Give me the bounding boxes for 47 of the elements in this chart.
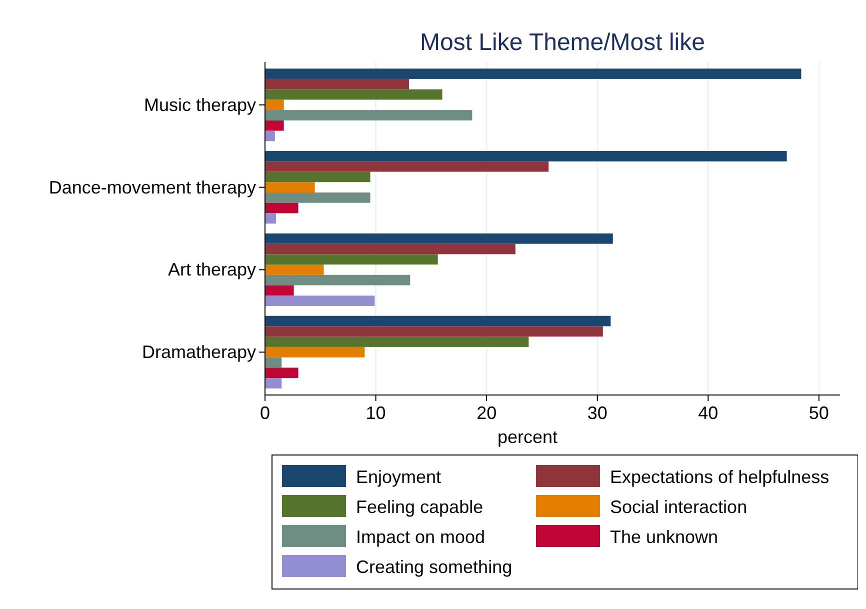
legend-label: The unknown xyxy=(610,527,718,547)
bar xyxy=(265,100,284,110)
y-tick-label: Dance-movement therapy xyxy=(48,177,256,198)
x-tick-label: 20 xyxy=(476,403,497,423)
bar xyxy=(265,296,375,306)
bar xyxy=(265,357,282,368)
bar xyxy=(265,78,410,90)
bar xyxy=(265,264,324,275)
x-tick-label: 10 xyxy=(366,403,386,423)
x-axis-title: percent xyxy=(497,427,558,447)
bar xyxy=(265,161,549,172)
x-tick-label: 0 xyxy=(260,403,270,423)
bar xyxy=(265,233,613,244)
bar xyxy=(265,316,611,326)
bar xyxy=(265,120,284,131)
bar xyxy=(265,192,370,203)
bar xyxy=(265,244,516,254)
bar xyxy=(265,89,442,100)
legend-label: Expectations of helpfulness xyxy=(610,467,830,487)
legend-label: Enjoyment xyxy=(356,467,442,487)
bar xyxy=(265,130,275,142)
bar xyxy=(265,336,529,347)
bar xyxy=(265,254,438,265)
legend-label: Creating something xyxy=(356,557,512,577)
bar xyxy=(265,368,298,378)
chart-title: Most Like Theme/Most like xyxy=(420,29,705,56)
bar xyxy=(265,172,370,182)
y-tick-label: Dramatherapy xyxy=(142,342,256,362)
bar xyxy=(265,213,276,224)
legend-label: Impact on mood xyxy=(356,527,486,547)
x-tick-label: 50 xyxy=(808,403,829,423)
bar xyxy=(265,378,282,388)
legend-label: Feeling capable xyxy=(356,497,484,517)
y-tick-label: Art therapy xyxy=(168,260,256,280)
bar xyxy=(265,274,410,286)
x-tick-label: 40 xyxy=(698,403,718,423)
bar xyxy=(265,68,802,79)
x-tick-label: 30 xyxy=(587,403,608,423)
y-tick-label: Music therapy xyxy=(144,94,256,115)
bar xyxy=(265,182,315,192)
bar xyxy=(265,326,603,337)
bar xyxy=(265,151,787,162)
bar xyxy=(265,285,294,296)
legend-label: Social interaction xyxy=(610,497,748,517)
bar xyxy=(265,346,365,358)
bar xyxy=(265,110,472,120)
bar xyxy=(265,202,298,214)
